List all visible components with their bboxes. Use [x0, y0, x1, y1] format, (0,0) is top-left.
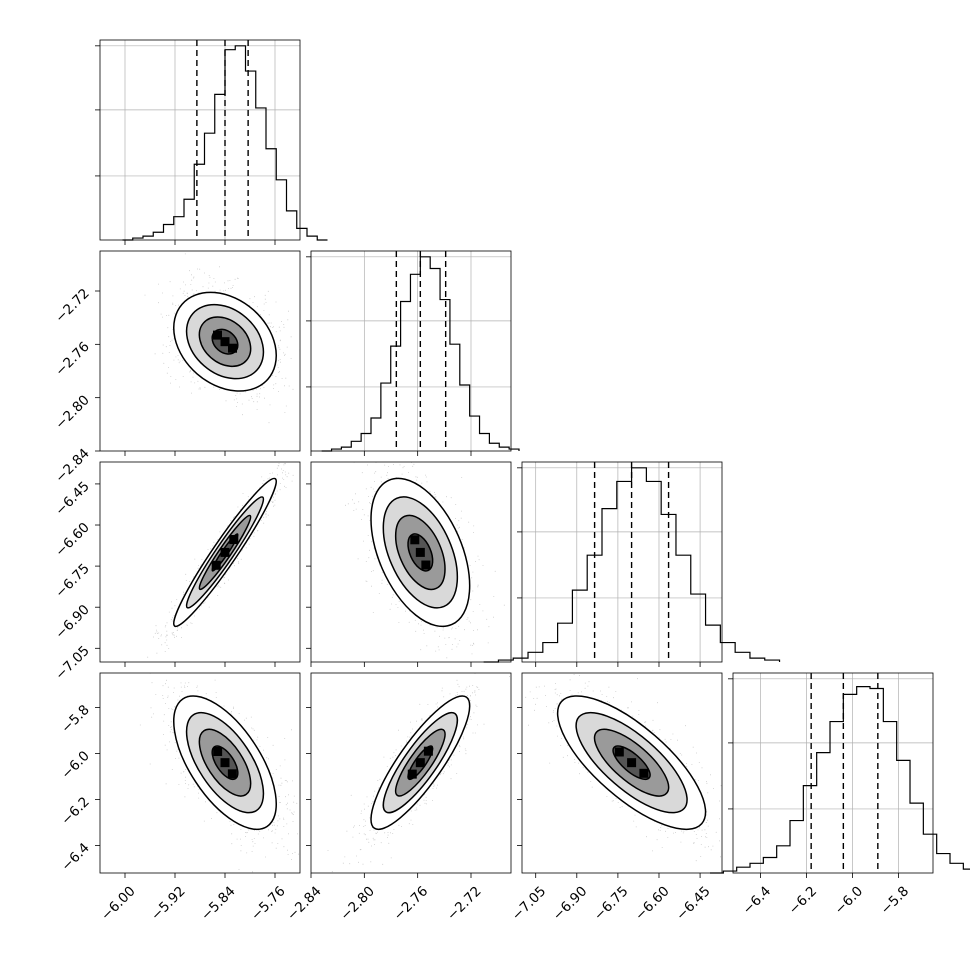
contour-3-2-1 [593, 728, 670, 797]
y-tick-label-2-1: −6.90 [52, 602, 93, 643]
y-tick-label-1-2: −2.76 [52, 339, 93, 380]
y-tick-label-3-0: −6.4 [58, 840, 92, 874]
contour-3-1-0 [407, 745, 434, 781]
contour-2-0-3 [172, 477, 277, 628]
contour-2-0-1 [198, 514, 252, 591]
contour-1-0-2 [185, 303, 265, 380]
contour-1-0-0 [211, 328, 239, 355]
panel-3-1 [310, 672, 512, 874]
density-peak-3-0-1 [220, 758, 230, 768]
diag-panel-1 [310, 250, 512, 452]
x-tick-label-3-1: −6.2 [786, 883, 820, 917]
grid-0-0 [100, 40, 300, 240]
contour-3-2-2 [575, 711, 688, 814]
histogram-3 [710, 685, 970, 874]
x-tick-label-0-1: −5.92 [148, 883, 189, 924]
density-peak-3-1-2 [407, 769, 417, 779]
diag-panel-3 [732, 672, 934, 874]
density-peak-2-1-1 [415, 547, 425, 557]
y-tick-label-1-3: −2.72 [52, 286, 93, 327]
x-tick-label-3-0: −6.4 [740, 883, 774, 917]
contour-3-1-1 [394, 728, 446, 797]
contour-3-0-1 [198, 728, 252, 797]
density-peak-3-1-0 [423, 746, 433, 756]
x-tick-label-0-0: −6.00 [98, 883, 139, 924]
contour-2-1-1 [394, 514, 446, 591]
density-peak-2-1-2 [421, 560, 431, 570]
density-peak-1-0-1 [220, 337, 230, 347]
panel-content-3-1 [327, 673, 510, 873]
x-tick-label-1-3: −2.72 [444, 883, 485, 924]
panel-content-1-0 [144, 253, 300, 424]
y-tick-label-3-2: −6.0 [58, 748, 92, 782]
contour-2-1-3 [370, 477, 471, 628]
x-tick-label-1-0: −2.84 [284, 883, 325, 924]
panel-content-2-0 [147, 463, 294, 658]
panel-3-0 [99, 672, 301, 874]
contour-1-0-1 [198, 316, 252, 368]
panel-content-3-0 [139, 673, 299, 873]
x-tick-label-2-4: −6.45 [673, 883, 714, 924]
density-peak-2-1-0 [410, 535, 420, 545]
x-tick-label-2-1: −6.90 [550, 883, 591, 924]
panel-content-2-1 [345, 462, 505, 659]
density-peak-3-1-1 [415, 758, 425, 768]
panel-1-0 [99, 250, 301, 452]
contour-3-1-2 [382, 711, 459, 814]
contour-3-0-0 [211, 745, 239, 781]
density-peak-3-0-2 [227, 769, 237, 779]
x-tick-label-2-0: −7.05 [509, 883, 550, 924]
contour-2-1-0 [407, 533, 434, 572]
panel-2-1 [310, 461, 512, 663]
grid-2-2 [522, 462, 722, 662]
x-tick-label-3-3: −5.8 [878, 883, 912, 917]
y-tick-label-2-2: −6.75 [52, 561, 93, 602]
contour-2-0-2 [185, 496, 265, 609]
density-peak-3-2-0 [614, 747, 624, 757]
diag-panel-0 [99, 39, 301, 241]
contour-3-2-0 [612, 745, 651, 781]
grid-3-3 [733, 673, 933, 873]
x-tick-label-0-2: −5.84 [198, 883, 239, 924]
y-tick-label-2-4: −6.45 [52, 478, 93, 519]
x-tick-label-1-1: −2.80 [337, 883, 378, 924]
density-peak-3-2-2 [639, 768, 649, 778]
x-tick-label-0-3: −5.76 [248, 883, 289, 924]
density-peak-3-0-0 [213, 746, 223, 756]
density-peak-3-2-1 [627, 758, 637, 768]
y-tick-label-1-1: −2.80 [52, 392, 93, 433]
x-tick-label-2-2: −6.75 [591, 883, 632, 924]
contour-1-0-3 [173, 291, 278, 392]
density-peak-2-0-0 [229, 535, 239, 545]
contour-2-0-0 [211, 533, 239, 572]
x-tick-label-2-3: −6.60 [632, 883, 673, 924]
y-tick-label-3-3: −5.8 [58, 702, 92, 736]
y-tick-label-2-3: −6.60 [52, 520, 93, 561]
density-peak-1-0-0 [212, 330, 222, 340]
density-peak-2-0-2 [211, 560, 221, 570]
x-tick-label-3-2: −6.0 [832, 883, 866, 917]
panel-2-0 [99, 461, 301, 663]
contour-3-0-2 [185, 711, 265, 814]
contour-3-1-3 [370, 695, 471, 831]
y-tick-label-1-0: −2.84 [52, 446, 93, 487]
panel-content-3-2 [525, 674, 722, 862]
diag-panel-2 [521, 461, 723, 663]
contour-3-2-3 [556, 695, 707, 831]
y-tick-label-2-0: −7.05 [52, 643, 93, 684]
x-tick-label-1-2: −2.76 [391, 883, 432, 924]
contour-3-0-3 [172, 695, 277, 831]
density-peak-2-0-1 [220, 547, 230, 557]
contour-2-1-2 [382, 496, 459, 609]
y-tick-label-3-1: −6.2 [58, 794, 92, 828]
panel-3-2 [521, 672, 723, 874]
density-peak-1-0-2 [228, 343, 238, 353]
